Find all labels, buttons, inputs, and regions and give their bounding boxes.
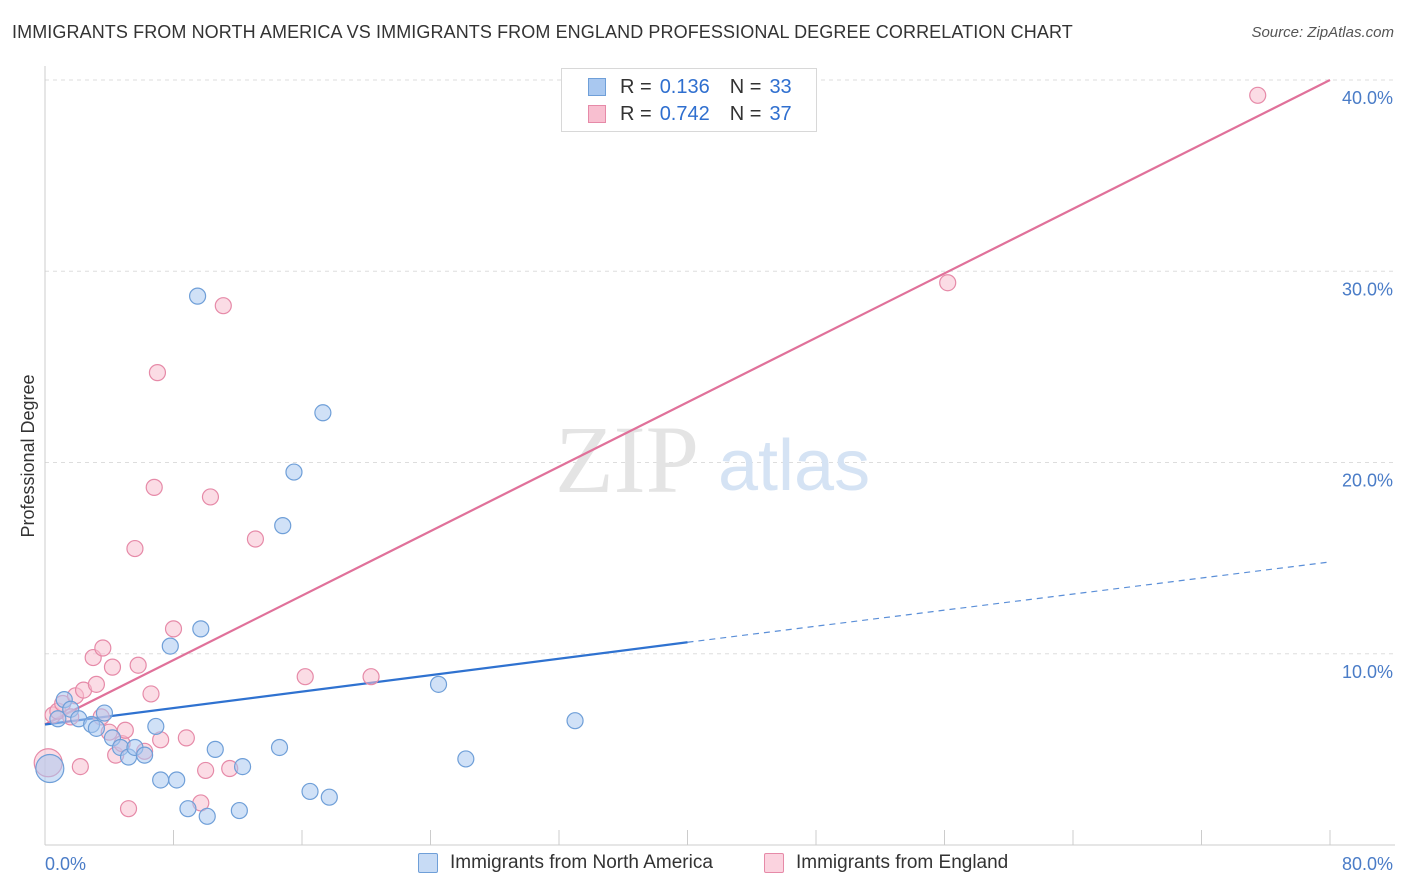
point-england — [129, 656, 147, 674]
point-north-america — [161, 637, 179, 655]
legend-label: Immigrants from North America — [450, 852, 713, 873]
point-england — [1249, 86, 1267, 104]
point-england — [214, 297, 232, 315]
data-points — [33, 86, 1267, 825]
point-england — [145, 478, 163, 496]
point-north-america — [314, 404, 332, 422]
point-england — [142, 685, 160, 703]
point-north-america — [320, 788, 338, 806]
n-value: 37 — [769, 102, 792, 125]
r-value: 0.742 — [659, 102, 710, 125]
point-north-america — [179, 800, 197, 818]
point-north-america — [188, 287, 207, 305]
point-north-america — [35, 753, 65, 784]
point-north-america — [49, 710, 67, 728]
point-england — [362, 668, 380, 686]
r-value: 0.136 — [659, 75, 710, 98]
point-north-america — [206, 740, 224, 758]
point-north-america — [87, 719, 106, 737]
legend-swatch-north-america — [588, 78, 606, 96]
trend-lines — [44, 79, 1331, 726]
r-label: R = — [620, 75, 652, 98]
trend-line-north-america-extension — [687, 561, 1331, 643]
point-england — [201, 488, 220, 506]
point-north-america — [147, 717, 165, 736]
stats-legend-row-north-america: R = 0.136 N = 33 — [588, 75, 792, 99]
x-tick-label: 80.0% — [1342, 854, 1393, 874]
point-england — [103, 658, 122, 676]
y-tick-label: 30.0% — [1342, 279, 1393, 299]
trend-line-england — [44, 79, 1331, 726]
point-north-america — [192, 620, 210, 638]
series-legend: Immigrants from North America Immigrants… — [0, 852, 1406, 878]
point-north-america — [230, 801, 248, 820]
point-north-america — [135, 746, 154, 764]
legend-swatch-north-america — [418, 853, 438, 873]
stats-legend: R = 0.136 N = 33 R = 0.742 N = 37 — [561, 68, 817, 132]
point-north-america — [301, 782, 319, 801]
point-north-america — [152, 771, 170, 789]
legend-item-england[interactable]: Immigrants from England — [764, 852, 1008, 874]
y-tick-label: 10.0% — [1342, 662, 1393, 682]
x-tick-label: 0.0% — [45, 854, 86, 874]
point-england — [164, 620, 183, 638]
point-england — [119, 800, 138, 818]
point-england — [148, 364, 167, 382]
watermark-zip: ZIP — [555, 406, 699, 513]
point-north-america — [566, 712, 584, 730]
point-england — [126, 539, 144, 558]
point-england — [197, 761, 215, 780]
r-label: R = — [620, 102, 652, 125]
point-england — [87, 675, 106, 693]
source-credit: Source: ZipAtlas.com — [1251, 24, 1394, 41]
y-tick-label: 40.0% — [1342, 88, 1393, 108]
gridlines — [45, 79, 1395, 655]
point-england — [94, 639, 112, 657]
point-north-america — [95, 704, 114, 722]
point-england — [71, 757, 89, 776]
legend-swatch-england — [764, 853, 784, 873]
y-tick-label: 20.0% — [1342, 471, 1393, 491]
watermark-atlas: atlas — [718, 426, 870, 506]
tick-labels: 10.0% 20.0% 30.0% 40.0% 0.0% 80.0% — [45, 88, 1393, 874]
point-north-america — [233, 757, 252, 776]
n-label: N = — [729, 102, 762, 125]
n-value: 33 — [769, 75, 792, 98]
legend-label: Immigrants from England — [796, 852, 1009, 873]
point-north-america — [429, 675, 448, 693]
point-england — [296, 668, 314, 686]
stats-legend-row-england: R = 0.742 N = 37 — [588, 102, 792, 126]
point-north-america — [274, 517, 292, 535]
point-north-america — [285, 463, 303, 481]
point-north-america — [457, 750, 475, 768]
point-england — [246, 530, 265, 548]
y-axis-title: Professional Degree — [18, 374, 38, 537]
point-england — [177, 729, 195, 747]
point-england — [116, 721, 134, 739]
point-north-america — [198, 807, 216, 825]
point-north-america — [270, 738, 289, 757]
legend-item-north-america[interactable]: Immigrants from North America — [418, 852, 713, 874]
n-label: N = — [729, 75, 762, 98]
chart-title: IMMIGRANTS FROM NORTH AMERICA VS IMMIGRA… — [12, 22, 1073, 42]
point-england — [939, 274, 957, 292]
point-north-america — [168, 771, 186, 789]
legend-swatch-england — [588, 105, 606, 123]
watermark: ZIP atlas — [555, 406, 870, 513]
